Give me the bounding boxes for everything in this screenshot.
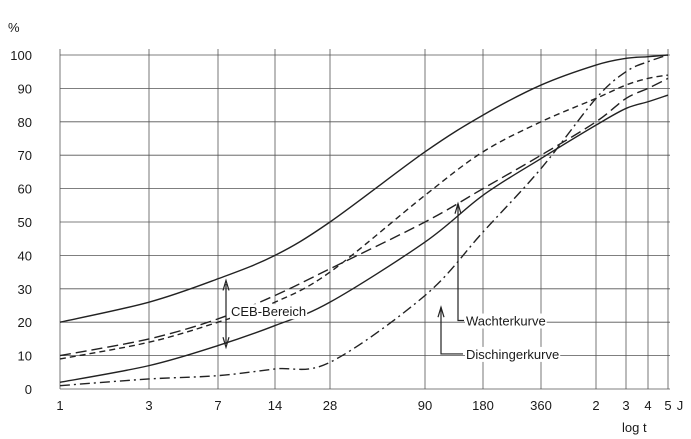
y-tick-label: 20 xyxy=(18,315,32,330)
y-axis-label: % xyxy=(8,20,20,35)
y-tick-label: 30 xyxy=(18,282,32,297)
x-tick-label: 180 xyxy=(472,398,494,413)
x-tick-label: 3 xyxy=(622,398,629,413)
arrow-head xyxy=(222,337,230,350)
annotations: CEB-Bereich Wachterkurve Dischingerkurve xyxy=(222,201,561,362)
grid xyxy=(59,49,670,390)
x-tick-label: 360 xyxy=(530,398,552,413)
series-line-2 xyxy=(59,94,669,384)
y-tick-label: 60 xyxy=(18,182,32,197)
annotation-bg xyxy=(465,313,547,329)
x-tick-label: 90 xyxy=(418,398,432,413)
y-tick-label: 50 xyxy=(18,215,32,230)
dischinger-pointer xyxy=(440,307,463,355)
y-tick-label: 70 xyxy=(18,148,32,163)
x-tick-label: 2 xyxy=(592,398,599,413)
x-tick-label: 1 xyxy=(56,398,63,413)
series-line-1 xyxy=(59,54,669,323)
y-tick-label: 80 xyxy=(18,115,32,130)
y-tick-label: 10 xyxy=(18,349,32,364)
annotation-bg xyxy=(230,304,308,320)
x-tick-label: J xyxy=(677,398,684,413)
y-tick-label: 40 xyxy=(18,248,32,263)
x-tick-label: 4 xyxy=(644,398,651,413)
y-tick-label: 100 xyxy=(10,48,32,63)
x-tick-label: 3 xyxy=(145,398,152,413)
annotation-wachterkurve: Wachterkurve xyxy=(466,314,546,329)
wachter-pointer xyxy=(457,203,464,322)
annotation-bg xyxy=(465,346,561,362)
x-axis: 1 3 7 14 28 90 180 360 2 3 4 5 J xyxy=(56,398,683,413)
arrow-head xyxy=(454,201,462,214)
y-tick-label: 90 xyxy=(18,81,32,96)
arrow-head xyxy=(222,278,230,291)
x-tick-label: 5 xyxy=(664,398,671,413)
y-tick-label: 0 xyxy=(25,382,32,397)
y-axis: 0 10 20 30 40 50 60 70 80 90 100 xyxy=(10,48,32,397)
x-axis-label: log t xyxy=(622,420,647,435)
series-line-4 xyxy=(59,77,669,357)
x-tick-label: 7 xyxy=(214,398,221,413)
series-line-5 xyxy=(59,54,669,387)
series-line-3 xyxy=(59,74,669,360)
series-lines xyxy=(59,54,669,387)
annotation-ceb-bereich: CEB-Bereich xyxy=(231,304,306,319)
annotation-dischingerkurve: Dischingerkurve xyxy=(466,347,559,362)
x-tick-label: 14 xyxy=(268,398,282,413)
x-tick-label: 28 xyxy=(323,398,337,413)
arrow-head xyxy=(437,305,445,318)
